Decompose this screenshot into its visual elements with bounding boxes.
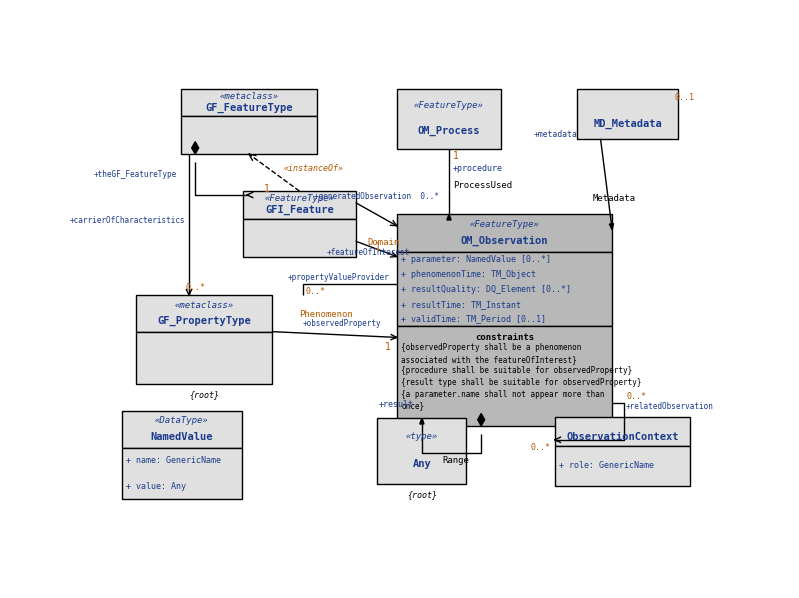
Text: + parameter: NamedValue [0..*]: + parameter: NamedValue [0..*] [401, 255, 551, 264]
Text: {root}: {root} [189, 390, 219, 399]
Text: associated with the featureOfInterest}: associated with the featureOfInterest} [401, 355, 577, 364]
Text: +carrierOfCharacteristics: +carrierOfCharacteristics [70, 216, 185, 225]
Bar [396, 327, 612, 426]
Bar [396, 89, 501, 149]
Text: ProcessUsed: ProcessUsed [453, 181, 512, 190]
Text: GFI_Feature: GFI_Feature [265, 205, 334, 215]
Text: constraints: constraints [475, 332, 534, 341]
Text: + name: GenericName: + name: GenericName [126, 456, 221, 465]
Text: + phenomenonTime: TM_Object: + phenomenonTime: TM_Object [401, 270, 536, 279]
Text: «instanceOf»: «instanceOf» [284, 164, 344, 173]
Text: 0..1: 0..1 [674, 93, 694, 102]
Text: +procedure: +procedure [453, 163, 503, 172]
Text: OM_Observation: OM_Observation [461, 236, 548, 246]
Text: +propertyValueProvider: +propertyValueProvider [287, 273, 389, 282]
Text: OM_Process: OM_Process [418, 126, 480, 136]
Text: {root}: {root} [407, 490, 437, 499]
Text: 0..*: 0..* [531, 443, 551, 452]
Text: «type»: «type» [406, 432, 438, 441]
Text: + value: Any: + value: Any [126, 482, 186, 491]
Text: 1: 1 [375, 242, 380, 252]
Bar [121, 411, 242, 448]
Bar [396, 214, 612, 252]
Text: «FeatureType»: «FeatureType» [264, 194, 334, 203]
Bar [137, 295, 272, 332]
Text: 1: 1 [384, 341, 391, 352]
Text: {observedProperty shall be a phenomenon: {observedProperty shall be a phenomenon [401, 343, 582, 352]
Text: +metadata: +metadata [534, 130, 577, 139]
Text: 1: 1 [264, 184, 269, 194]
Text: GF_FeatureType: GF_FeatureType [205, 103, 292, 113]
Text: {a parameter.name shall not appear more than: {a parameter.name shall not appear more … [401, 389, 605, 399]
Text: +observedProperty: +observedProperty [303, 319, 382, 328]
Bar [555, 417, 690, 446]
Text: Any: Any [412, 459, 431, 469]
Bar [181, 89, 317, 116]
Text: + role: GenericName: + role: GenericName [559, 462, 654, 471]
Bar [577, 89, 678, 139]
Text: GF_PropertyType: GF_PropertyType [157, 316, 251, 326]
Text: Range: Range [442, 456, 469, 465]
Polygon shape [478, 413, 485, 426]
Text: 1: 1 [453, 151, 459, 161]
Text: Phenomenon: Phenomenon [299, 310, 353, 319]
Bar [396, 252, 612, 327]
Text: 0..*: 0..* [305, 286, 325, 295]
Text: + resultQuality: DQ_Element [0..*]: + resultQuality: DQ_Element [0..*] [401, 285, 571, 294]
Text: NamedValue: NamedValue [150, 432, 213, 441]
Polygon shape [610, 224, 614, 230]
Polygon shape [192, 142, 199, 154]
Text: +theGF_FeatureType: +theGF_FeatureType [94, 170, 177, 179]
Text: Metadata: Metadata [593, 194, 635, 203]
Text: once}: once} [401, 401, 424, 410]
Text: ObservationContext: ObservationContext [566, 432, 679, 442]
Text: +featureOfInterest: +featureOfInterest [327, 248, 410, 257]
Polygon shape [419, 418, 424, 424]
Text: 0..*: 0..* [626, 392, 646, 401]
Text: {procedure shall be suitable for observedProperty}: {procedure shall be suitable for observe… [401, 367, 633, 376]
Text: «metaclass»: «metaclass» [220, 92, 279, 101]
Text: +generatedObservation  0..*: +generatedObservation 0..* [314, 192, 439, 201]
Text: «metaclass»: «metaclass» [174, 301, 233, 310]
Bar [377, 418, 467, 484]
Polygon shape [447, 214, 451, 220]
Text: «FeatureType»: «FeatureType» [414, 101, 484, 110]
Text: 0..*: 0..* [185, 283, 205, 292]
Bar [181, 116, 317, 154]
Text: {result type shall be suitable for observedProperty}: {result type shall be suitable for obser… [401, 378, 642, 387]
Text: «DataType»: «DataType» [155, 416, 209, 425]
Text: Domain: Domain [368, 238, 400, 247]
Bar [137, 332, 272, 383]
Bar [243, 219, 356, 257]
Text: +result: +result [380, 400, 414, 409]
Text: + validTime: TM_Period [0..1]: + validTime: TM_Period [0..1] [401, 315, 547, 324]
Bar [243, 191, 356, 219]
Bar [121, 448, 242, 499]
Bar [555, 446, 690, 486]
Text: +relatedObservation: +relatedObservation [626, 402, 714, 411]
Text: «FeatureType»: «FeatureType» [470, 221, 539, 230]
Text: MD_Metadata: MD_Metadata [594, 118, 662, 129]
Text: + resultTime: TM_Instant: + resultTime: TM_Instant [401, 300, 522, 309]
